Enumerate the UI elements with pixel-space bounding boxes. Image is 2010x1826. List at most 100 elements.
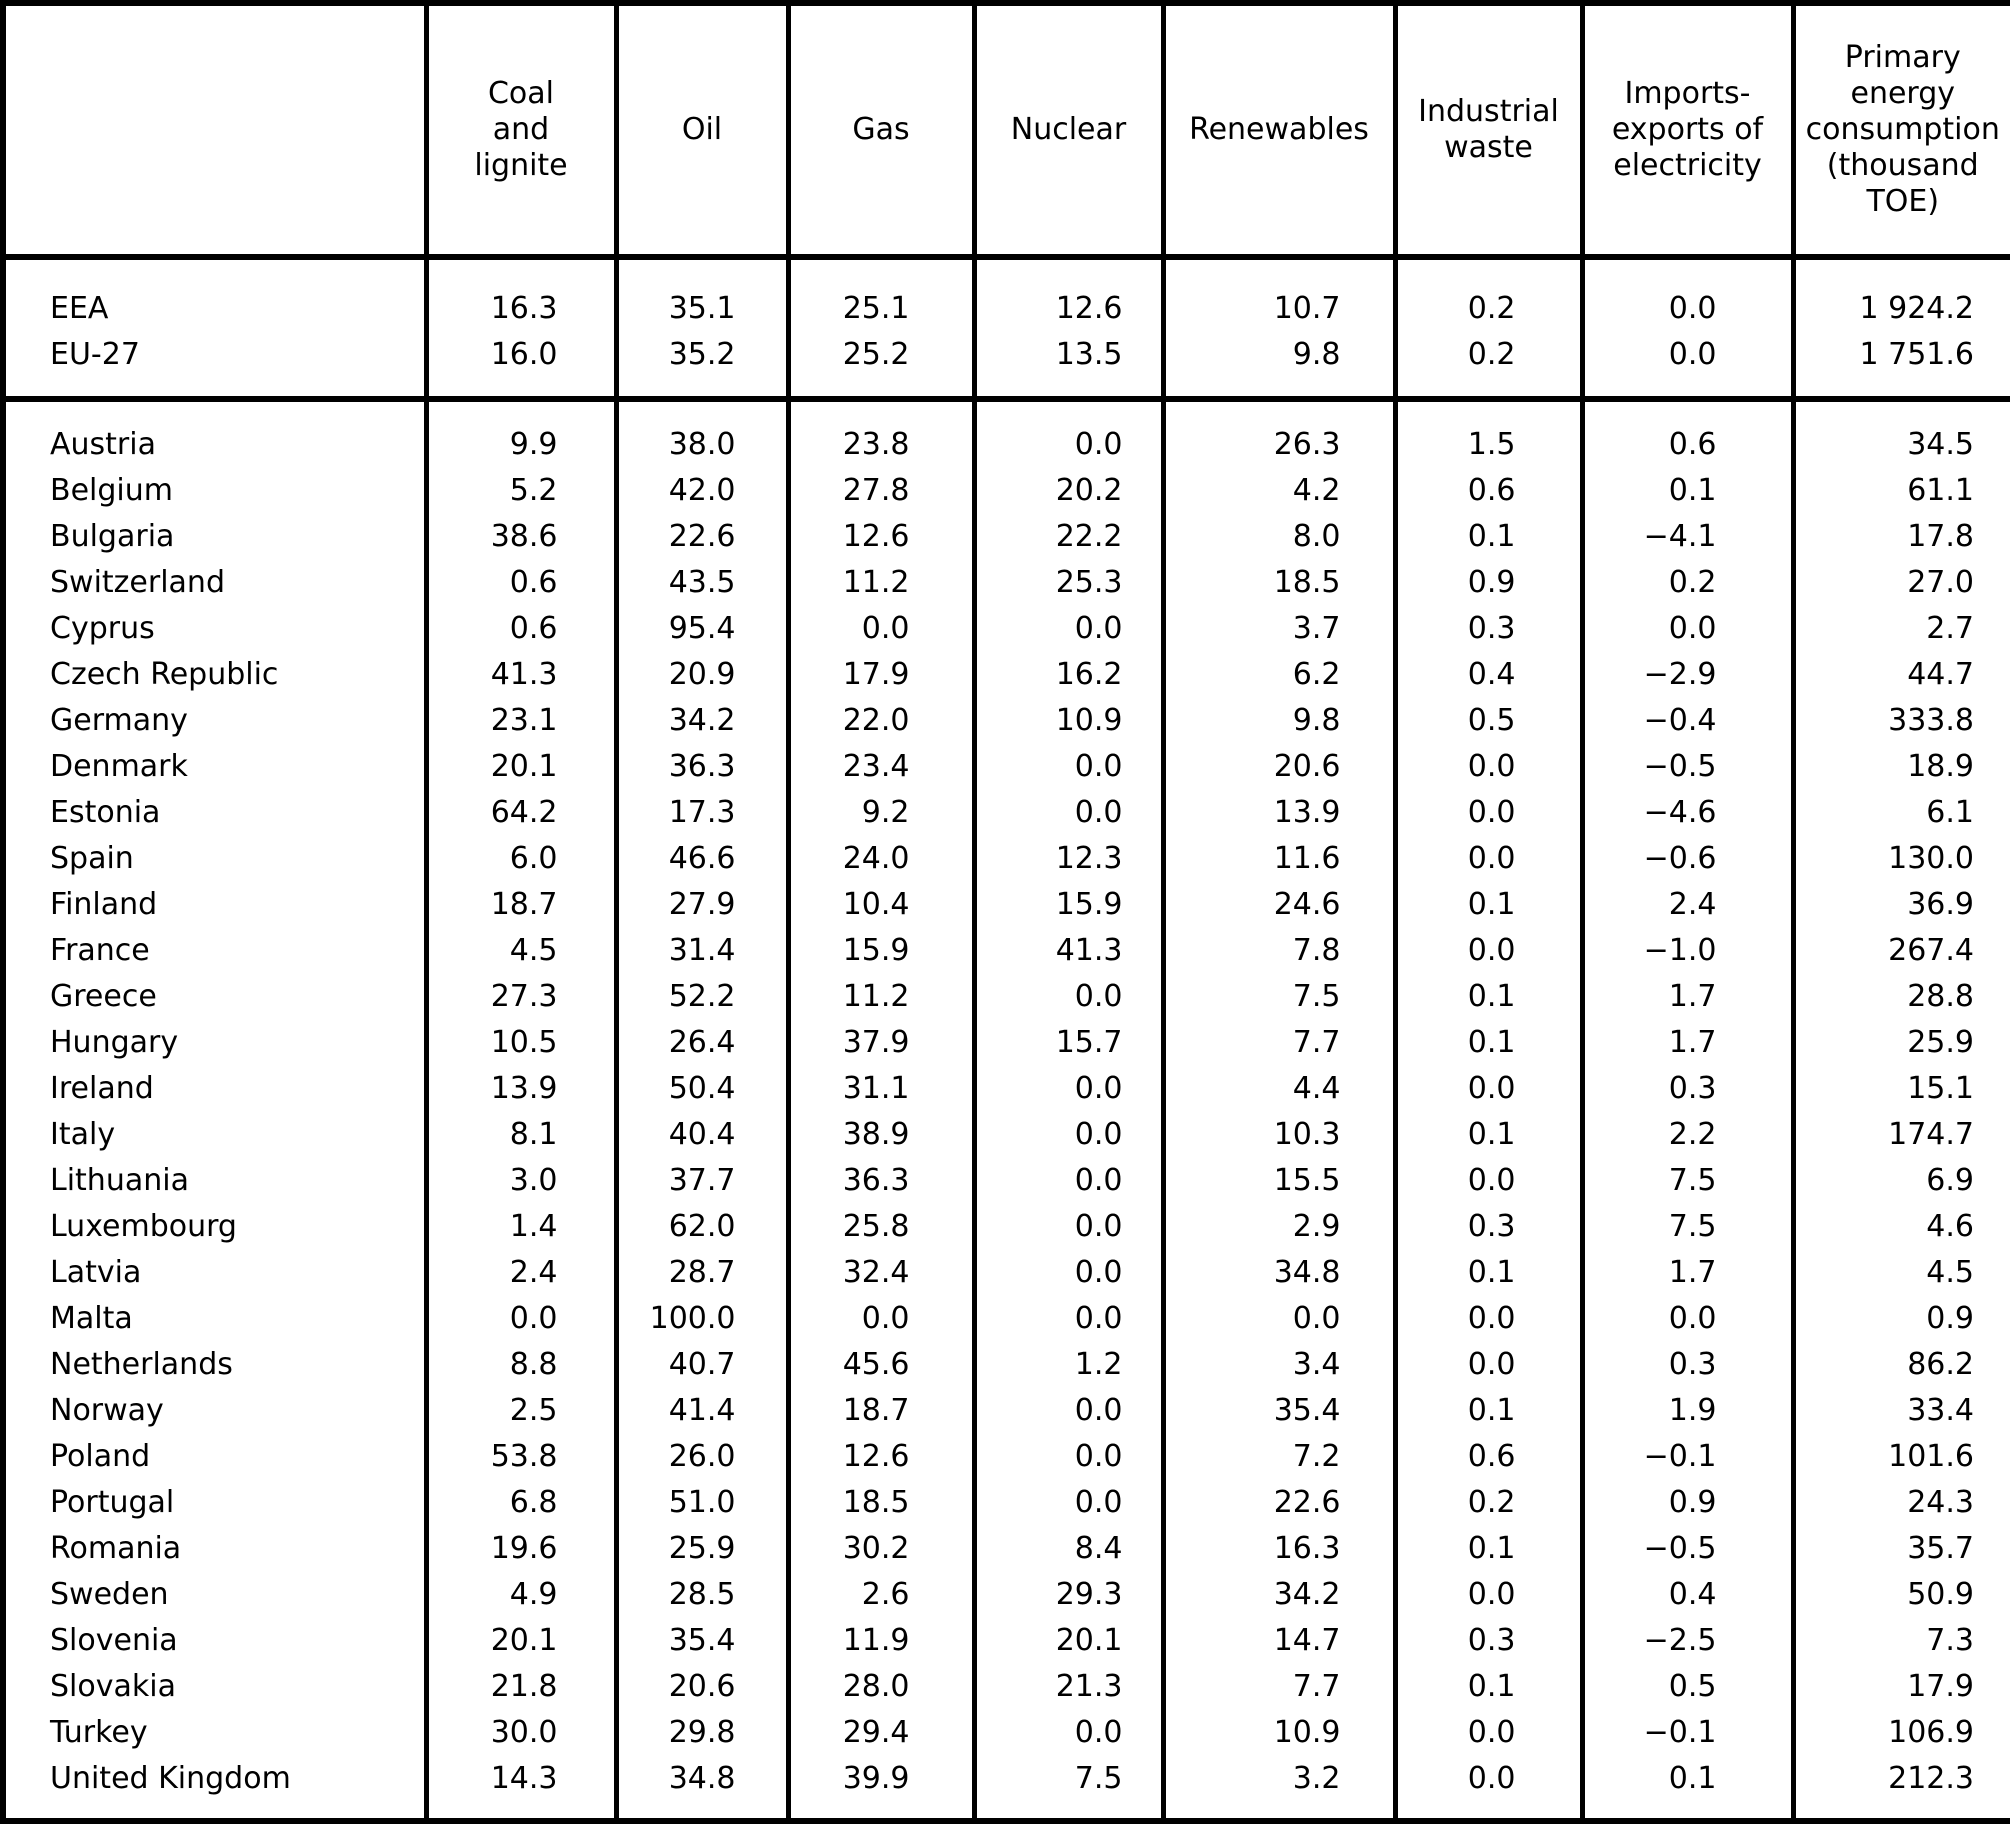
value-cell: 0.2 [1392,257,1585,332]
value-cell: 34.2 [613,698,791,744]
value-cell: 26.0 [613,1434,791,1480]
row-label: Sweden [0,1572,429,1618]
value-cell: 8.0 [1160,514,1398,560]
value-cell: 17.3 [613,790,791,836]
value-cell: 16.3 [1160,1526,1398,1572]
value-cell: 40.7 [613,1342,791,1388]
country-row: Latvia 2.4 28.7 32.4 0.0 34.8 0.1 1.7 4.5 [0,1250,2010,1296]
value-cell: 22.2 [971,514,1166,560]
value-cell: 17.8 [1790,514,2010,560]
value-cell: 6.0 [423,836,619,882]
header-row: Coal and lignite Oil Gas Nuclear Renewab… [0,3,2010,260]
value-cell: 106.9 [1790,1710,2010,1756]
value-cell: 7.7 [1160,1020,1398,1066]
value-cell: 9.8 [1160,332,1398,402]
value-cell: 6.8 [423,1480,619,1526]
country-row: Netherlands 8.8 40.7 45.6 1.2 3.4 0.0 0.3 86.2 [0,1342,2010,1388]
value-cell: 62.0 [613,1204,791,1250]
value-cell: 0.0 [971,1434,1166,1480]
value-cell: 20.6 [613,1664,791,1710]
value-cell: 36.9 [1790,882,2010,928]
value-cell: 1 924.2 [1790,257,2010,332]
value-cell: 2.6 [785,1572,977,1618]
value-cell: 0.3 [1392,1618,1585,1664]
value-cell: 0.1 [1392,1112,1585,1158]
value-cell: 0.0 [1392,1342,1585,1388]
value-cell: 0.0 [785,1296,977,1342]
value-cell: 7.5 [1579,1204,1796,1250]
value-cell: 51.0 [613,1480,791,1526]
value-cell: 20.6 [1160,744,1398,790]
value-cell: 2.7 [1790,606,2010,652]
value-cell: 3.4 [1160,1342,1398,1388]
value-cell: −0.5 [1579,1526,1796,1572]
row-label: Estonia [0,790,429,836]
value-cell: 0.0 [971,1388,1166,1434]
value-cell: 0.0 [971,1250,1166,1296]
value-cell: 0.1 [1392,974,1585,1020]
value-cell: 95.4 [613,606,791,652]
value-cell: 1.5 [1392,399,1585,468]
value-cell: 20.1 [423,1618,619,1664]
value-cell: 15.9 [971,882,1166,928]
value-cell: 22.6 [1160,1480,1398,1526]
value-cell: 1.2 [971,1342,1166,1388]
country-row: Spain 6.0 46.6 24.0 12.3 11.6 0.0 −0.6 130.0 [0,836,2010,882]
value-cell: 2.4 [1579,882,1796,928]
value-cell: 0.6 [1579,399,1796,468]
value-cell: 1.7 [1579,1020,1796,1066]
value-cell: 14.3 [423,1756,619,1821]
country-row: Cyprus 0.6 95.4 0.0 0.0 3.7 0.3 0.0 2.7 [0,606,2010,652]
row-label: Switzerland [0,560,429,606]
value-cell: 0.0 [1392,1158,1585,1204]
country-row: Sweden 4.9 28.5 2.6 29.3 34.2 0.0 0.4 50.9 [0,1572,2010,1618]
value-cell: 20.1 [971,1618,1166,1664]
country-row: Czech Republic 41.3 20.9 17.9 16.2 6.2 0.4 −2.9… [0,652,2010,698]
value-cell: 25.9 [613,1526,791,1572]
value-cell: 27.0 [1790,560,2010,606]
value-cell: 29.3 [971,1572,1166,1618]
value-cell: 11.2 [785,974,977,1020]
value-cell: 0.4 [1579,1572,1796,1618]
value-cell: 39.9 [785,1756,977,1821]
column-header-coal: Coal and lignite [423,3,619,260]
value-cell: −0.6 [1579,836,1796,882]
value-cell: 0.3 [1392,1204,1585,1250]
value-cell: 25.2 [785,332,977,402]
value-cell: 100.0 [613,1296,791,1342]
row-label: Germany [0,698,429,744]
column-header-imports: Imports- exports of electricity [1579,3,1796,260]
row-label: France [0,928,429,974]
aggregate-row: EEA 16.3 35.1 25.1 12.6 10.7 0.2 0.0 1 924.2 [0,257,2010,332]
value-cell: 27.3 [423,974,619,1020]
value-cell: 13.9 [423,1066,619,1112]
value-cell: 8.1 [423,1112,619,1158]
value-cell: 0.0 [1392,744,1585,790]
value-cell: 9.2 [785,790,977,836]
row-label: Turkey [0,1710,429,1756]
value-cell: 28.8 [1790,974,2010,1020]
country-row: Greece 27.3 52.2 11.2 0.0 7.5 0.1 1.7 28.8 [0,974,2010,1020]
value-cell: 0.0 [1392,1066,1585,1112]
value-cell: −2.5 [1579,1618,1796,1664]
row-label: Netherlands [0,1342,429,1388]
value-cell: 6.1 [1790,790,2010,836]
value-cell: 50.9 [1790,1572,2010,1618]
value-cell: 0.6 [1392,1434,1585,1480]
value-cell: 0.1 [1579,468,1796,514]
row-label: Slovakia [0,1664,429,1710]
value-cell: 19.6 [423,1526,619,1572]
value-cell: 15.1 [1790,1066,2010,1112]
column-header-primary: Primary energy consumption (thousand TOE… [1790,3,2010,260]
value-cell: 22.0 [785,698,977,744]
value-cell: 10.9 [1160,1710,1398,1756]
column-header-waste: Industrial waste [1392,3,1585,260]
value-cell: 4.2 [1160,468,1398,514]
value-cell: 38.6 [423,514,619,560]
value-cell: 23.4 [785,744,977,790]
country-row: Germany 23.1 34.2 22.0 10.9 9.8 0.5 −0.4 333.8 [0,698,2010,744]
row-label: EEA [0,257,429,332]
value-cell: 34.8 [1160,1250,1398,1296]
value-cell: 0.1 [1392,514,1585,560]
value-cell: 18.9 [1790,744,2010,790]
